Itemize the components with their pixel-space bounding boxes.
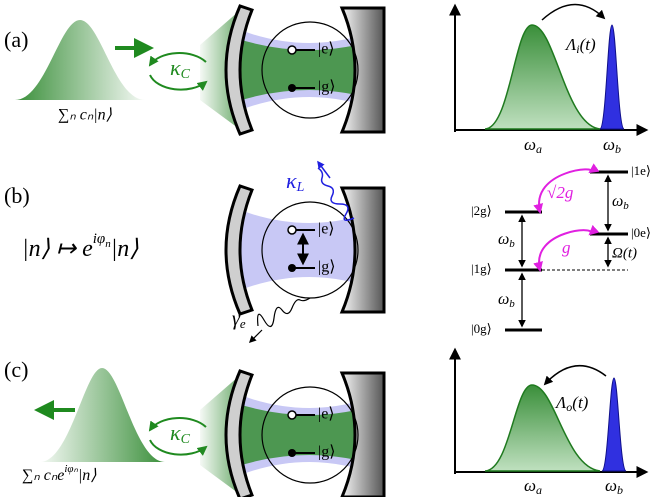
ground-state: |g⟩	[318, 79, 335, 96]
panel-label: (c)	[4, 357, 28, 382]
level-label: |0e⟩	[631, 225, 651, 240]
transfer-label: Λi(t)	[564, 35, 596, 56]
spacing-label: ωb	[612, 193, 629, 212]
drive-label: Ω(t)	[612, 245, 637, 261]
panel-c: (c) ∑ₙ cₙeiφₙ|n⟩ κC |e⟩ |g⟩ Λo(t) ωa ωb	[4, 350, 646, 497]
excited-state: |e⟩	[318, 406, 335, 423]
spacing-label: ωb	[498, 291, 515, 310]
decay-wave	[258, 298, 310, 327]
ground-state: |g⟩	[318, 444, 335, 461]
atom-frequency: ωa	[524, 135, 542, 156]
transfer-arrow	[545, 366, 606, 384]
phase-mapping: |n⟩ ↦ eiφn|n⟩	[22, 231, 139, 261]
photon-spectrum	[600, 25, 624, 129]
level-label: |1g⟩	[471, 261, 492, 276]
excited-state: |e⟩	[318, 41, 335, 58]
level-label: |0g⟩	[471, 321, 492, 336]
transfer-arrow	[542, 4, 604, 20]
level-label: |1e⟩	[631, 163, 651, 178]
wave-packet	[40, 368, 165, 462]
figure: (a) ∑ₙ cₙ|n⟩ κC |e⟩ |g⟩ Λi(t) ωa ωb (b) …	[0, 0, 653, 497]
output-state: ∑ₙ cₙeiφₙ|n⟩	[22, 463, 97, 484]
level-label: |2g⟩	[471, 203, 492, 218]
panel-a: (a) ∑ₙ cₙ|n⟩ κC |e⟩ |g⟩ Λi(t) ωa ωb	[4, 4, 646, 155]
coupling-label: √2g	[547, 183, 573, 202]
ground-state: |g⟩	[318, 259, 335, 276]
decay-arrow	[250, 330, 262, 342]
input-state: ∑ₙ cₙ|n⟩	[58, 107, 113, 124]
photon-spectrum	[602, 378, 626, 471]
coupling-label: κC	[170, 420, 191, 447]
excited-state: |e⟩	[318, 221, 335, 238]
panel-label: (b)	[4, 183, 30, 208]
coupling-label: g	[562, 238, 571, 257]
panel-b: (b) |n⟩ ↦ eiφn|n⟩ |e⟩ |g⟩ κL γe |0g⟩ |1g…	[4, 162, 651, 342]
photon-frequency: ωb	[603, 135, 621, 156]
transfer-label: Λo(t)	[554, 393, 589, 414]
wave-packet	[15, 20, 145, 100]
panel-label: (a)	[4, 27, 28, 52]
photon-frequency: ωb	[605, 476, 623, 497]
coupling-label: κC	[170, 55, 191, 82]
cavity-loss-label: κL	[286, 168, 305, 195]
spacing-label: ωb	[498, 231, 515, 250]
atom-frequency: ωa	[524, 476, 542, 497]
